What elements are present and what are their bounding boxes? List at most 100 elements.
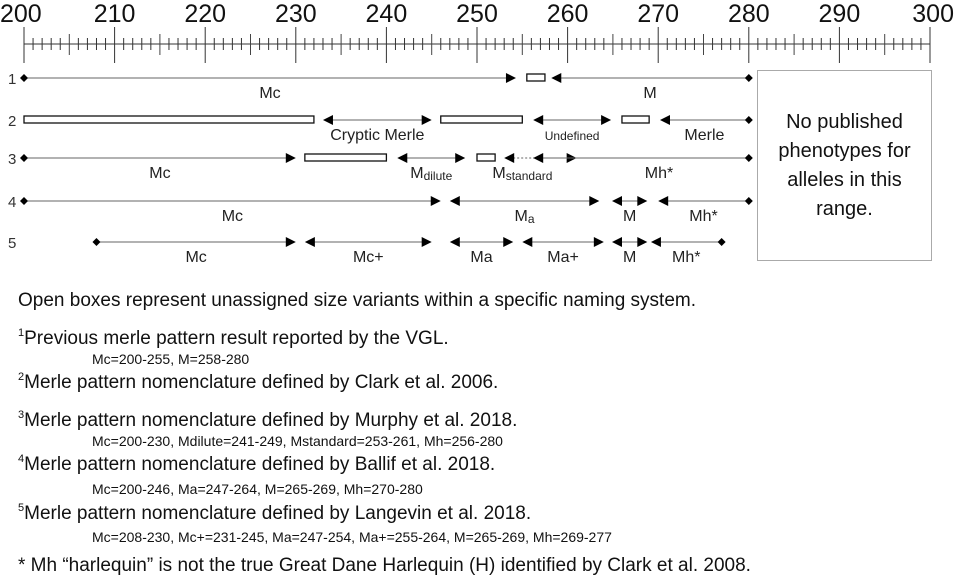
range-label: Mc — [185, 249, 206, 266]
unassigned-size-box — [621, 115, 650, 124]
no-data-line: range. — [816, 197, 873, 220]
range-label-main: M — [410, 165, 423, 182]
range-label-main: Mc — [222, 208, 243, 225]
row-5: 5 Mc Mc+ Ma Ma+ M Mh* — [8, 235, 726, 266]
range-label-main: Mh* — [645, 165, 673, 182]
range-label-main: Ma+ — [547, 249, 579, 266]
arrowhead-icon — [593, 237, 604, 247]
range-label-main: M — [515, 208, 528, 225]
range-label-main: Mh* — [689, 208, 717, 225]
arrowhead-icon — [551, 73, 562, 83]
arrowhead-icon — [449, 237, 460, 247]
arrowhead-icon — [421, 237, 432, 247]
range-label: Mh* — [689, 208, 717, 225]
arrowhead-icon — [611, 196, 622, 206]
range-label-subscript: dilute — [424, 169, 453, 183]
axis-tick-label: 280 — [728, 0, 770, 28]
harlequin-footnote: * Mh “harlequin” is not the true Great D… — [18, 555, 751, 576]
range-label-main: Mc — [149, 165, 170, 182]
row-1: 1 Mc M — [8, 71, 753, 102]
open-boxes-note: Open boxes represent unassigned size var… — [18, 290, 697, 311]
axis-tick-label: 200 — [0, 0, 42, 28]
note-5-ranges: Mc=208-230, Mc+=231-245, Ma=247-254, Ma+… — [92, 529, 612, 545]
range-label: Mh* — [645, 165, 673, 182]
no-data-line: No published — [786, 110, 903, 133]
axis-tick-label: 230 — [275, 0, 317, 28]
range-label-main: Mc+ — [353, 249, 384, 266]
note-3: 3Merle pattern nomenclature defined by M… — [18, 409, 517, 432]
range-label-main: Ma — [470, 249, 492, 266]
note-number: 2 — [18, 371, 25, 383]
diamond-end-icon — [744, 116, 753, 124]
range-label-main: Mc — [185, 249, 206, 266]
arrowhead-icon — [589, 196, 600, 206]
diamond-end-icon — [717, 238, 726, 246]
range-label: M — [623, 208, 636, 225]
range-label: Ma — [470, 249, 492, 266]
row-number: 3 — [8, 151, 16, 168]
range-label-main: Merle — [684, 127, 724, 144]
axis-tick-label: 260 — [547, 0, 589, 28]
range-label: Mh* — [672, 249, 700, 266]
axis-tick-label: 300 — [912, 0, 954, 28]
range-label-main: M — [623, 208, 636, 225]
arrowhead-icon — [503, 237, 514, 247]
note-1: 1Previous merle pattern result reported … — [18, 327, 449, 350]
no-data-line: alleles in this — [787, 168, 902, 191]
range-label: M — [643, 85, 656, 102]
range-label-main: Undefined — [545, 129, 600, 143]
note-1-ranges: Mc=200-255, M=258-280 — [92, 351, 250, 367]
unassigned-size-box — [526, 73, 546, 82]
arrowhead-icon — [449, 196, 460, 206]
range-label: M — [623, 249, 636, 266]
note-text: Merle pattern nomenclature defined by Ba… — [24, 454, 496, 475]
diamond-end-icon — [20, 74, 28, 82]
arrowhead-icon — [650, 237, 661, 247]
arrowhead-icon — [522, 237, 533, 247]
range-label: Mc — [222, 208, 243, 225]
range-label-subscript: standard — [506, 169, 553, 183]
range-label: Ma — [515, 208, 535, 226]
range-label: Mc — [149, 165, 170, 182]
diamond-end-icon — [20, 197, 28, 205]
arrowhead-icon — [304, 237, 315, 247]
range-label: Ma+ — [547, 249, 579, 266]
nomenclature-rows: 1 Mc M 2 Cryptic Merle Undefined Merle 3 Mc Mdilu… — [8, 71, 753, 266]
row-4: 4Mc Ma M Mh* — [8, 194, 753, 226]
range-label-main: M — [623, 249, 636, 266]
range-label-main: Mh* — [672, 249, 700, 266]
arrowhead-icon — [455, 153, 466, 163]
note-text: Merle pattern nomenclature defined by La… — [24, 503, 532, 524]
range-label: Merle — [684, 127, 724, 144]
arrowhead-icon — [658, 196, 669, 206]
unassigned-size-box — [23, 115, 315, 124]
note-number: 1 — [18, 327, 25, 339]
axis-tick-label: 250 — [456, 0, 498, 28]
note-2: 2Merle pattern nomenclature defined by C… — [18, 371, 498, 394]
arrowhead-icon — [611, 237, 622, 247]
note-3-ranges: Mc=200-230, Mdilute=241-249, Mstandard=2… — [92, 433, 503, 449]
range-label-main: Mc — [259, 85, 280, 102]
axis-tick-label: 240 — [366, 0, 408, 28]
row-2: 2 Cryptic Merle Undefined Merle — [8, 113, 753, 144]
range-label: Mc — [259, 85, 280, 102]
note-5: 5Merle pattern nomenclature defined by L… — [18, 502, 532, 525]
row-number: 5 — [8, 235, 16, 252]
note-number: 5 — [18, 502, 25, 514]
row-number: 1 — [8, 71, 16, 88]
axis-tick-label: 290 — [819, 0, 861, 28]
axis-tick-label: 210 — [94, 0, 136, 28]
range-label: Mc+ — [353, 249, 384, 266]
arrowhead-icon — [397, 153, 408, 163]
arrowhead-icon — [285, 237, 296, 247]
range-label-main: M — [492, 165, 505, 182]
range-label: Mstandard — [492, 165, 552, 183]
unassigned-size-box — [304, 153, 388, 162]
range-label: Undefined — [545, 129, 600, 143]
arrowhead-icon — [505, 73, 516, 83]
diamond-end-icon — [92, 238, 101, 246]
row-number: 2 — [8, 113, 16, 130]
note-number: 4 — [18, 453, 25, 465]
range-label-main: M — [643, 85, 656, 102]
range-label-main: Cryptic Merle — [330, 127, 424, 144]
